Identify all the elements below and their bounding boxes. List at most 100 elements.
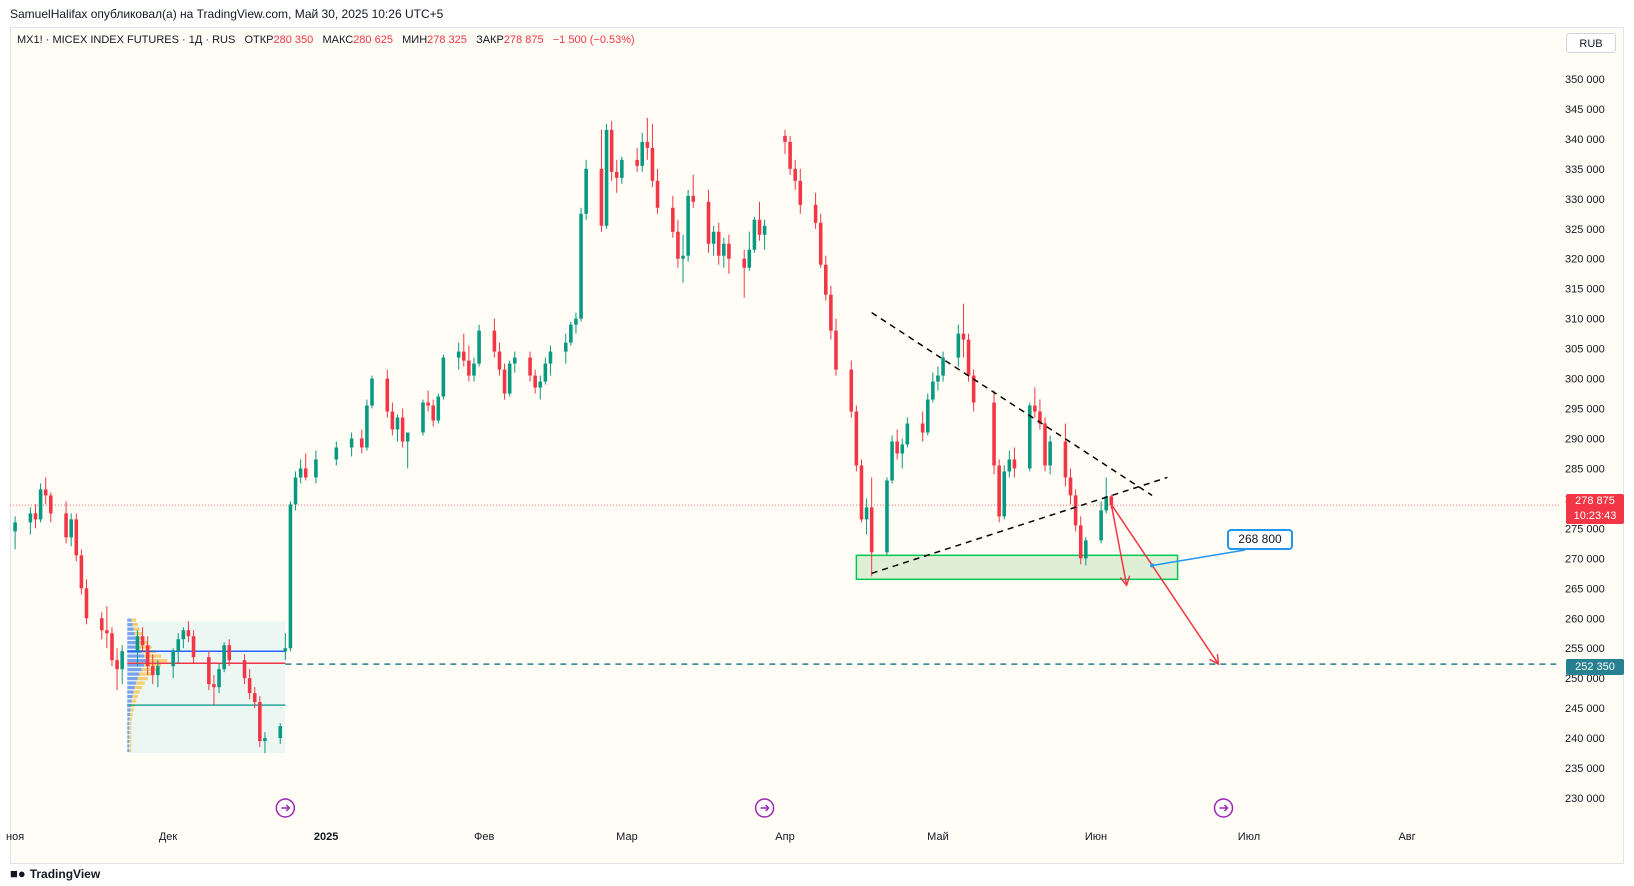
candle-body <box>548 351 553 364</box>
candle-body <box>599 168 604 226</box>
y-tick-label: 310 000 <box>1565 314 1605 326</box>
x-tick-label: Июл <box>1238 831 1260 843</box>
y-tick-label: 340 000 <box>1565 134 1605 146</box>
volume-profile-bar <box>129 726 132 730</box>
volume-profile-bar <box>132 623 138 627</box>
candle-body <box>686 195 690 256</box>
x-tick-label: 2025 <box>314 831 338 843</box>
y-tick-label: 250 000 <box>1565 673 1605 685</box>
volume-profile-bar <box>129 730 132 735</box>
price-annotation-callout[interactable]: 268 800 <box>1227 529 1293 550</box>
candle-body <box>722 243 726 256</box>
x-tick-label: Июн <box>1085 831 1107 843</box>
volume-profile-bar <box>127 712 130 717</box>
candle-body <box>900 444 905 454</box>
candle-body <box>456 351 461 358</box>
candle-body <box>793 168 797 181</box>
candle-body <box>217 669 221 688</box>
candle-body <box>120 651 124 670</box>
volume-profile-bar <box>137 676 148 681</box>
candle-body <box>1048 441 1052 466</box>
candle-body <box>834 330 838 370</box>
legend-open: 280 350 <box>273 34 314 46</box>
candle-body <box>242 660 247 679</box>
volume-profile-bar <box>127 699 132 703</box>
candle-body <box>1068 477 1073 496</box>
candle-body <box>727 243 731 259</box>
candle-body <box>395 417 400 430</box>
publisher-line: SamuelHalifax опубликовал(а) на TradingV… <box>10 7 444 21</box>
candle-body <box>171 651 175 667</box>
candle-body <box>43 489 48 496</box>
candle-body <box>869 507 874 553</box>
candle-body <box>64 513 68 538</box>
y-tick-label: 275 000 <box>1565 523 1605 535</box>
candle-body <box>99 618 104 631</box>
candle-body <box>941 357 945 376</box>
candle-body <box>997 465 1001 517</box>
candle-body <box>798 180 803 205</box>
currency-button[interactable]: RUB <box>1566 33 1616 53</box>
candle-body <box>441 357 446 397</box>
legend-close-label: ЗАКР <box>476 34 504 46</box>
y-tick-label: 240 000 <box>1565 733 1605 745</box>
candle-body <box>207 657 211 685</box>
volume-profile-bar <box>135 681 145 685</box>
candle-body <box>314 459 318 478</box>
volume-profile-bar <box>129 721 132 726</box>
tradingview-footer[interactable]: ■● TradingView <box>10 866 100 881</box>
volume-profile-bar <box>127 744 130 748</box>
x-tick-label: Фев <box>474 831 494 843</box>
candle-body <box>569 324 573 343</box>
candle-body <box>512 357 517 364</box>
candle-body <box>956 333 961 358</box>
candle-body <box>1043 423 1047 466</box>
volume-profile-bar <box>127 618 132 622</box>
y-tick-label: 325 000 <box>1565 224 1605 236</box>
annotation-pointer <box>1151 549 1246 567</box>
candle-body <box>543 363 548 382</box>
candle-body <box>681 255 685 259</box>
volume-profile-bar <box>129 717 132 721</box>
candle-body <box>84 588 89 619</box>
candle-body <box>426 402 430 406</box>
candle-body <box>635 159 639 166</box>
candle-body <box>706 201 711 244</box>
volume-profile-bar <box>134 685 142 690</box>
candle-body <box>1104 496 1109 511</box>
candle-body <box>263 738 267 742</box>
candle-body <box>584 168 588 214</box>
candle-body <box>365 405 369 448</box>
volume-profile-bar <box>131 618 137 622</box>
candle-body <box>370 378 374 406</box>
candle-body <box>497 351 502 370</box>
y-tick-label: 270 000 <box>1565 553 1605 565</box>
candle-body <box>533 375 537 388</box>
candle-body <box>176 639 181 652</box>
candle-body <box>400 417 405 442</box>
projection-arrow <box>1110 504 1128 586</box>
candle-body <box>640 141 645 166</box>
volume-profile-bar <box>127 694 133 699</box>
candle-body <box>813 204 818 223</box>
y-tick-label: 315 000 <box>1565 284 1605 296</box>
legend-close: 278 875 <box>503 34 544 46</box>
candle-body <box>936 375 940 382</box>
candle-body <box>477 330 481 364</box>
volume-profile-bar <box>132 694 138 699</box>
candle-body <box>1073 495 1078 526</box>
candle-body <box>258 702 262 742</box>
candle-body <box>288 504 293 649</box>
projection-arrowhead <box>1119 575 1131 587</box>
candle-body <box>28 513 33 523</box>
candle-body <box>966 339 971 376</box>
volume-profile-bar <box>133 690 140 694</box>
candle-body <box>278 726 283 739</box>
volume-profile-bar <box>127 672 140 676</box>
x-tick-label: Мар <box>616 831 638 843</box>
candle-body <box>303 468 308 478</box>
candle-body <box>655 180 660 208</box>
last-price-value: 278 875 <box>1575 495 1615 507</box>
candle-body <box>859 465 864 520</box>
